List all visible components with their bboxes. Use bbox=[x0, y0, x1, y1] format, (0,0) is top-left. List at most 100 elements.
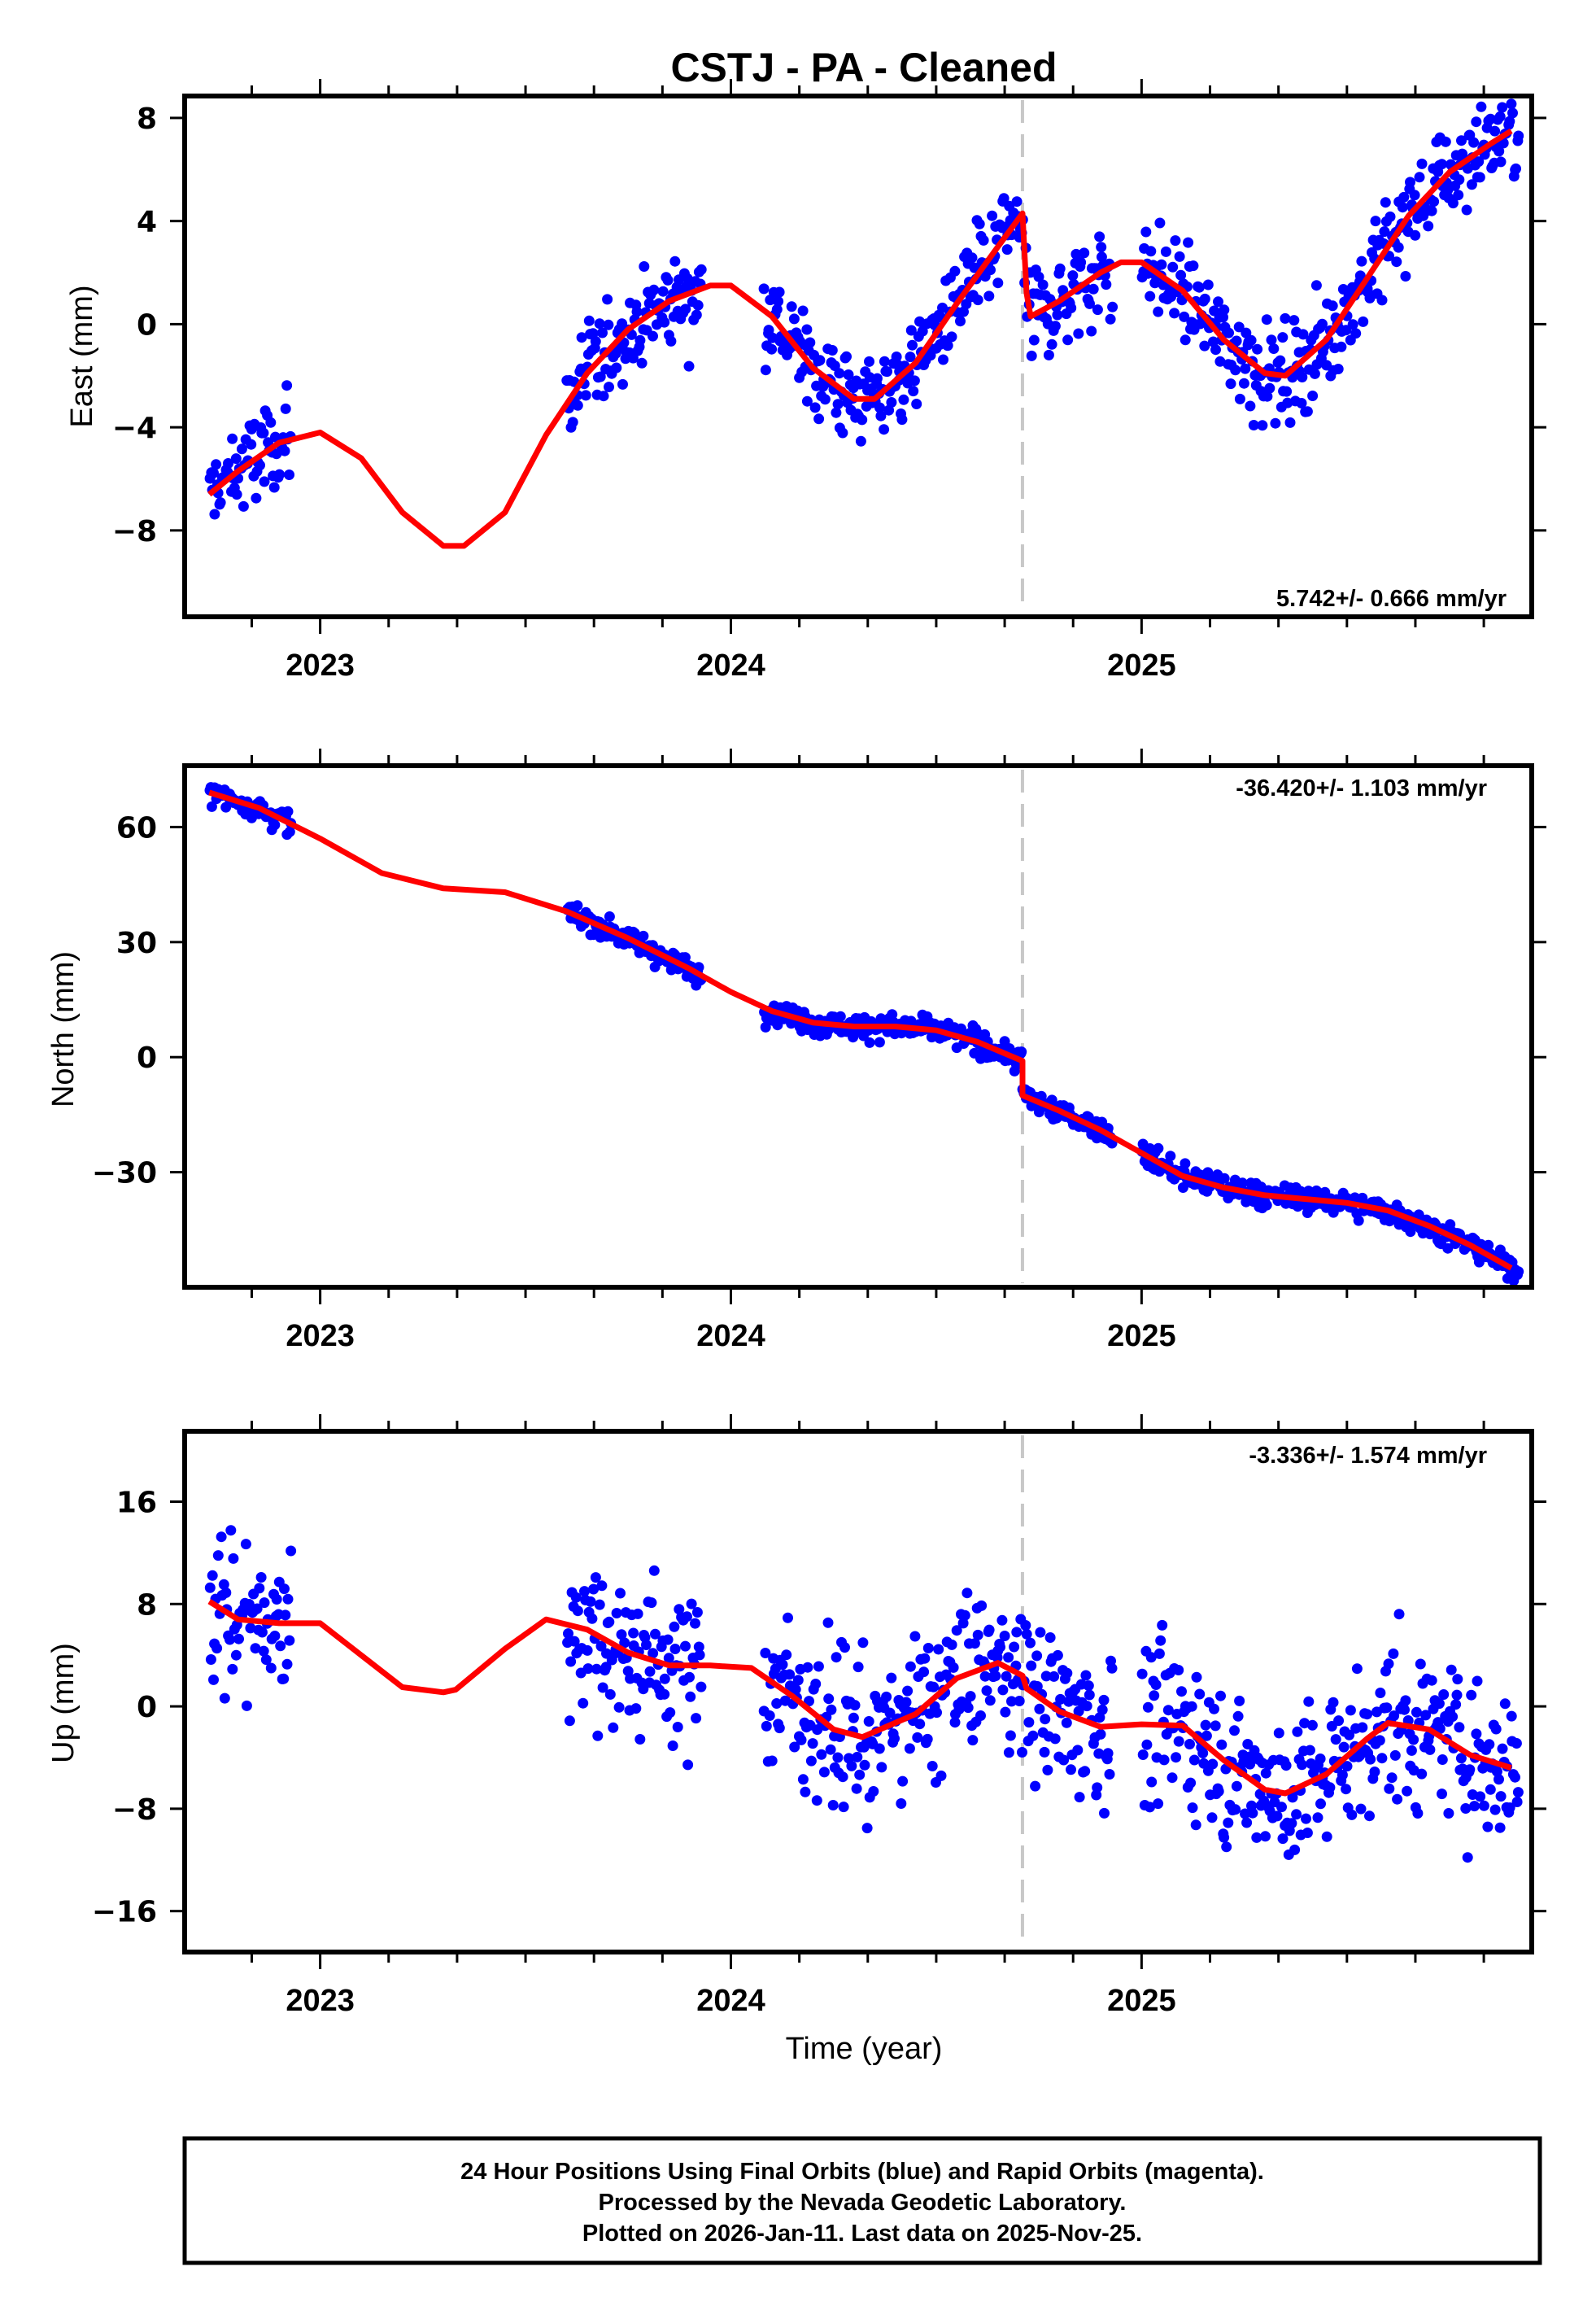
data-point bbox=[1094, 231, 1105, 242]
data-point bbox=[1106, 1662, 1118, 1674]
data-point bbox=[218, 1579, 229, 1590]
data-point bbox=[1376, 295, 1388, 306]
east-rate-label: 5.742+/- 0.666 mm/yr bbox=[1276, 586, 1507, 612]
data-point bbox=[1238, 378, 1249, 389]
data-point bbox=[1088, 283, 1099, 295]
data-point bbox=[1464, 1764, 1476, 1775]
data-point bbox=[1031, 1681, 1043, 1692]
data-point bbox=[967, 1735, 979, 1746]
data-point bbox=[1005, 1730, 1016, 1741]
data-point bbox=[1058, 1754, 1070, 1766]
data-point bbox=[1497, 102, 1508, 113]
data-point bbox=[1315, 1754, 1326, 1764]
data-point bbox=[1284, 417, 1296, 428]
data-point bbox=[1277, 1833, 1289, 1845]
data-point bbox=[984, 1695, 996, 1706]
data-point bbox=[207, 1570, 218, 1581]
data-point bbox=[286, 1545, 297, 1557]
data-point bbox=[810, 1679, 822, 1689]
data-point bbox=[1491, 1766, 1502, 1777]
data-point bbox=[1072, 1745, 1084, 1756]
data-point bbox=[682, 1759, 694, 1771]
data-point bbox=[582, 1663, 594, 1675]
data-point bbox=[1252, 343, 1263, 355]
data-point bbox=[908, 386, 919, 397]
data-point bbox=[1155, 1635, 1166, 1646]
data-point bbox=[682, 1611, 692, 1622]
data-point bbox=[1216, 1739, 1228, 1750]
data-point bbox=[1039, 1746, 1050, 1758]
data-point bbox=[631, 306, 643, 317]
data-point bbox=[814, 355, 826, 366]
data-point bbox=[1248, 420, 1259, 430]
data-point bbox=[233, 1633, 244, 1644]
data-point bbox=[206, 801, 217, 812]
data-point bbox=[564, 1715, 575, 1727]
data-point bbox=[1344, 1729, 1355, 1740]
data-point bbox=[981, 1685, 992, 1697]
data-point bbox=[269, 819, 281, 831]
data-point bbox=[801, 324, 813, 335]
data-point bbox=[832, 399, 844, 410]
data-point bbox=[938, 354, 948, 365]
up-points bbox=[204, 1525, 1524, 1863]
data-point bbox=[685, 1691, 696, 1702]
data-point bbox=[1046, 1094, 1057, 1106]
y-tick-label: 16 bbox=[116, 1486, 157, 1519]
y-tick-label: 4 bbox=[137, 206, 157, 239]
data-point bbox=[1420, 1710, 1432, 1721]
data-point bbox=[881, 1691, 892, 1702]
north-plot-frame bbox=[182, 763, 1534, 1290]
up-ylabel: Up (mm) bbox=[46, 1643, 81, 1763]
data-point bbox=[905, 325, 917, 336]
y-tick-label: −8 bbox=[112, 1793, 157, 1827]
data-point bbox=[796, 1734, 807, 1745]
data-point bbox=[1107, 301, 1119, 312]
data-point bbox=[1385, 211, 1396, 222]
data-point bbox=[1092, 304, 1103, 316]
data-point bbox=[1231, 335, 1242, 347]
data-point bbox=[835, 1011, 846, 1022]
data-point bbox=[628, 1627, 639, 1639]
north-model-fit-line bbox=[208, 789, 1513, 1271]
data-point bbox=[1389, 1710, 1400, 1722]
data-point bbox=[1191, 1671, 1202, 1683]
east-panel: East (mm) 5.742+/- 0.666 mm/yr 2023 2024 2… bbox=[65, 79, 1546, 683]
data-point bbox=[1186, 1701, 1197, 1712]
data-point bbox=[1149, 1690, 1160, 1701]
data-point bbox=[1154, 217, 1166, 229]
data-point bbox=[1338, 1741, 1350, 1753]
data-point bbox=[1357, 1722, 1368, 1733]
data-point bbox=[1450, 1699, 1462, 1710]
data-point bbox=[1337, 1769, 1348, 1780]
data-point bbox=[1392, 1793, 1403, 1805]
data-point bbox=[639, 261, 650, 272]
data-point bbox=[1333, 1715, 1345, 1727]
data-point bbox=[1447, 1711, 1459, 1723]
data-point bbox=[595, 1640, 607, 1652]
data-point bbox=[1270, 417, 1281, 429]
data-point bbox=[1030, 1780, 1041, 1792]
data-point bbox=[957, 1618, 969, 1629]
data-point bbox=[951, 1625, 962, 1636]
data-point bbox=[864, 356, 874, 367]
data-point bbox=[1380, 197, 1391, 208]
data-point bbox=[1179, 311, 1190, 322]
data-point bbox=[684, 1671, 695, 1683]
data-point bbox=[1307, 391, 1319, 401]
data-point bbox=[919, 1653, 931, 1664]
data-point bbox=[1504, 1802, 1515, 1814]
data-point bbox=[1437, 159, 1447, 170]
data-point bbox=[1251, 1832, 1262, 1843]
data-point bbox=[1188, 1754, 1200, 1766]
data-point bbox=[1073, 1705, 1084, 1717]
data-point bbox=[1438, 1689, 1450, 1700]
data-point bbox=[1101, 279, 1112, 290]
data-point bbox=[1158, 1754, 1170, 1766]
data-point bbox=[1365, 1754, 1376, 1765]
data-point bbox=[1006, 1696, 1017, 1707]
data-point bbox=[1513, 130, 1524, 142]
data-point bbox=[275, 1640, 286, 1652]
data-point bbox=[1166, 1772, 1178, 1784]
data-point bbox=[251, 1603, 263, 1614]
